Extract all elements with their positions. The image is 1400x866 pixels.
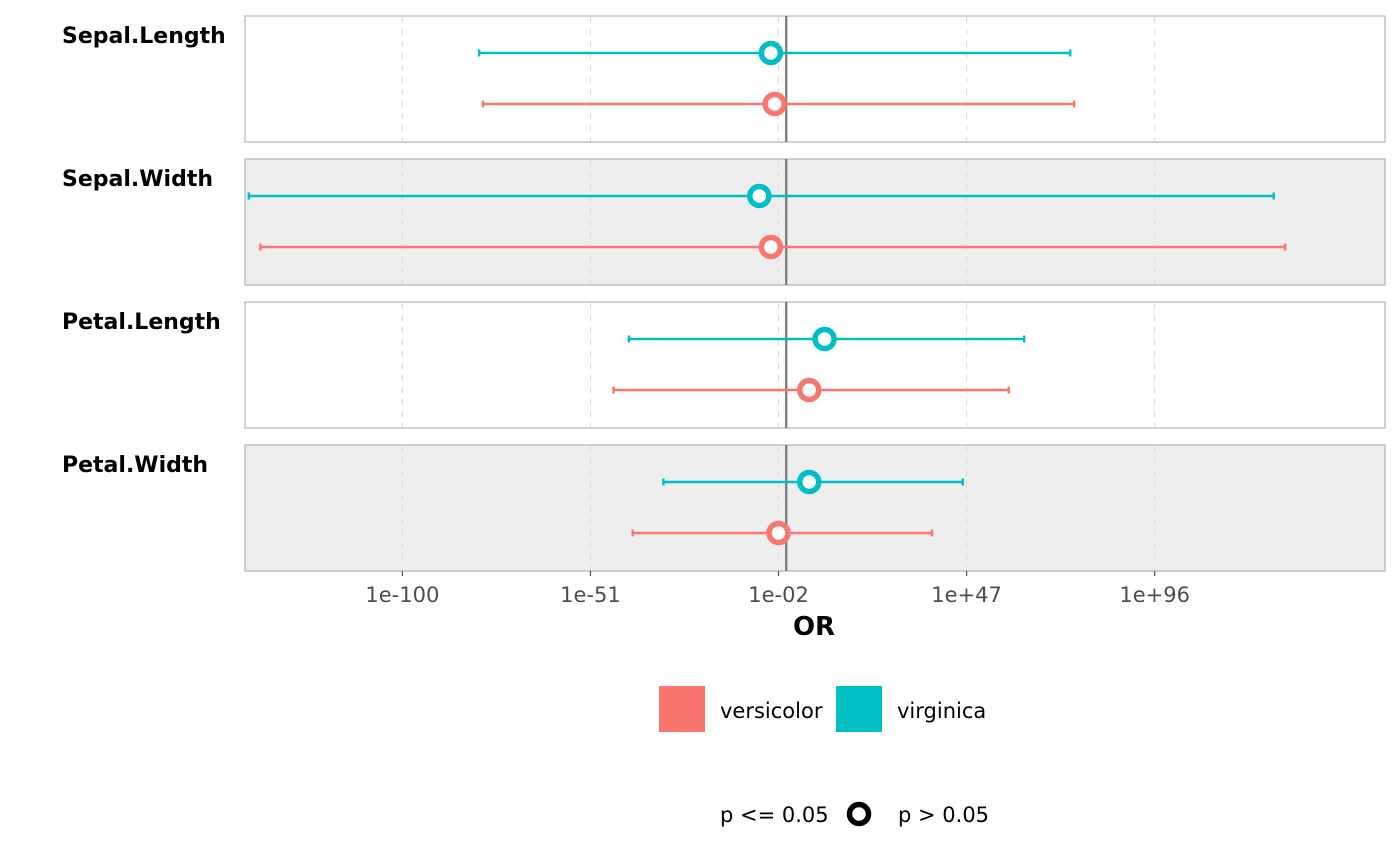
point-estimate bbox=[762, 91, 787, 117]
legend-item-virginica: virginica bbox=[836, 686, 986, 732]
x-tick-label: 1e-51 bbox=[560, 583, 621, 607]
point-estimate bbox=[796, 469, 822, 495]
estimate-virginica bbox=[247, 183, 1275, 209]
panel-petal-length: Petal.Length bbox=[62, 301, 1386, 429]
legend-label: versicolor bbox=[720, 699, 823, 723]
panel-petal-width: Petal.Width bbox=[62, 444, 1386, 572]
legend-shape-hollow-circle bbox=[846, 801, 872, 827]
legend-label: p <= 0.05 bbox=[720, 803, 829, 827]
estimate-versicolor bbox=[259, 234, 1287, 260]
x-axis: 1e-100 1e-51 1e-02 1e+47 1e+96 bbox=[365, 571, 1190, 607]
point-estimate bbox=[812, 326, 837, 352]
estimate-virginica bbox=[662, 469, 964, 495]
panel-sepal-width: Sepal.Width bbox=[62, 158, 1386, 286]
estimate-versicolor bbox=[481, 91, 1076, 117]
panel-background bbox=[244, 15, 1386, 143]
legend-label: virginica bbox=[897, 699, 986, 723]
estimate-virginica bbox=[477, 40, 1072, 66]
estimate-versicolor bbox=[631, 520, 934, 546]
point-estimate bbox=[747, 183, 772, 209]
point-estimate bbox=[766, 520, 791, 546]
panel-background bbox=[244, 301, 1386, 429]
x-tick-label: 1e-02 bbox=[748, 583, 809, 607]
legend-swatch bbox=[836, 686, 882, 732]
point-estimate bbox=[758, 40, 784, 66]
legend-item-versicolor: versicolor bbox=[659, 686, 823, 732]
panel-sepal-length: Sepal.Length bbox=[62, 15, 1386, 143]
point-estimate bbox=[796, 377, 822, 403]
x-axis-title: OR bbox=[793, 612, 835, 642]
panels-layer: Sepal.Length Sepal.Width Petal.Length Petal… bbox=[62, 15, 1386, 572]
x-tick-label: 1e+47 bbox=[931, 583, 1002, 607]
legend-swatch bbox=[659, 686, 705, 732]
row-label: Sepal.Width bbox=[62, 167, 213, 192]
point-estimate bbox=[758, 234, 784, 260]
legend-item-shape-filled: p <= 0.05 bbox=[720, 803, 829, 827]
legend-item-shape-hollow: p > 0.05 bbox=[846, 801, 989, 827]
x-tick-label: 1e+96 bbox=[1119, 583, 1190, 607]
legend-label: p > 0.05 bbox=[898, 803, 989, 827]
x-tick-label: 1e-100 bbox=[365, 583, 439, 607]
panel-background bbox=[244, 444, 1386, 572]
panel-background bbox=[244, 158, 1386, 286]
row-label: Sepal.Length bbox=[62, 24, 226, 49]
estimate-versicolor bbox=[612, 377, 1011, 403]
estimate-virginica bbox=[627, 326, 1026, 352]
row-label: Petal.Width bbox=[62, 453, 208, 478]
row-label: Petal.Length bbox=[62, 310, 221, 335]
legend: versicolor virginica p <= 0.05 p > 0.05 bbox=[659, 686, 989, 827]
